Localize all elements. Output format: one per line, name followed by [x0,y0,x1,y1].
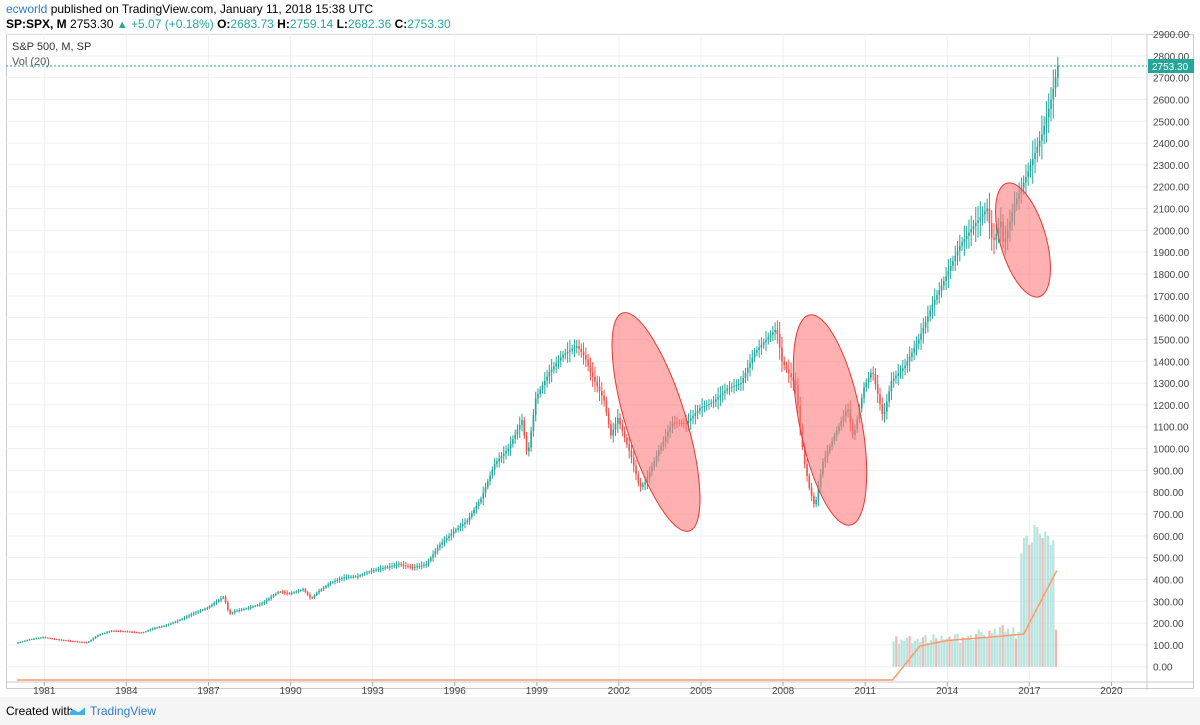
chart-frame[interactable] [6,34,1194,689]
published-text: published on TradingView.com, January 11… [50,2,374,16]
legend-volume: Vol (20) [12,56,50,68]
author-link[interactable]: ecworld [6,2,48,16]
ohlc-line: SP:SPX, M 2753.30 ▲ +5.07 (+0.18%) O:268… [6,17,451,33]
legend-title: S&P 500, M, SP [12,41,92,53]
close-label: C: [394,17,408,31]
price-change: +5.07 (+0.18%) [131,17,214,31]
publish-line: ecworld published on TradingView.com, Ja… [6,2,373,17]
up-arrow-icon: ▲ [116,19,128,31]
close-value: 2753.30 [407,17,451,31]
high-value: 2759.14 [289,17,334,31]
high-label: H: [277,17,290,31]
low-value: 2682.36 [347,17,392,31]
open-label: O: [217,17,231,31]
low-label: L: [336,17,348,31]
footer: Created with TradingView [0,697,1200,725]
chart-header: ecworld published on TradingView.com, Ja… [0,0,1200,34]
open-value: 2683.73 [230,17,274,31]
created-with-text: Created with [6,704,74,718]
chart-legend: S&P 500, M, SP Vol (20) [12,40,91,70]
tradingview-logo-icon [69,707,85,715]
tradingview-brand-link[interactable]: TradingView [90,704,157,718]
symbol-label: SP:SPX, M [6,17,67,31]
last-price: 2753.30 [70,17,114,31]
